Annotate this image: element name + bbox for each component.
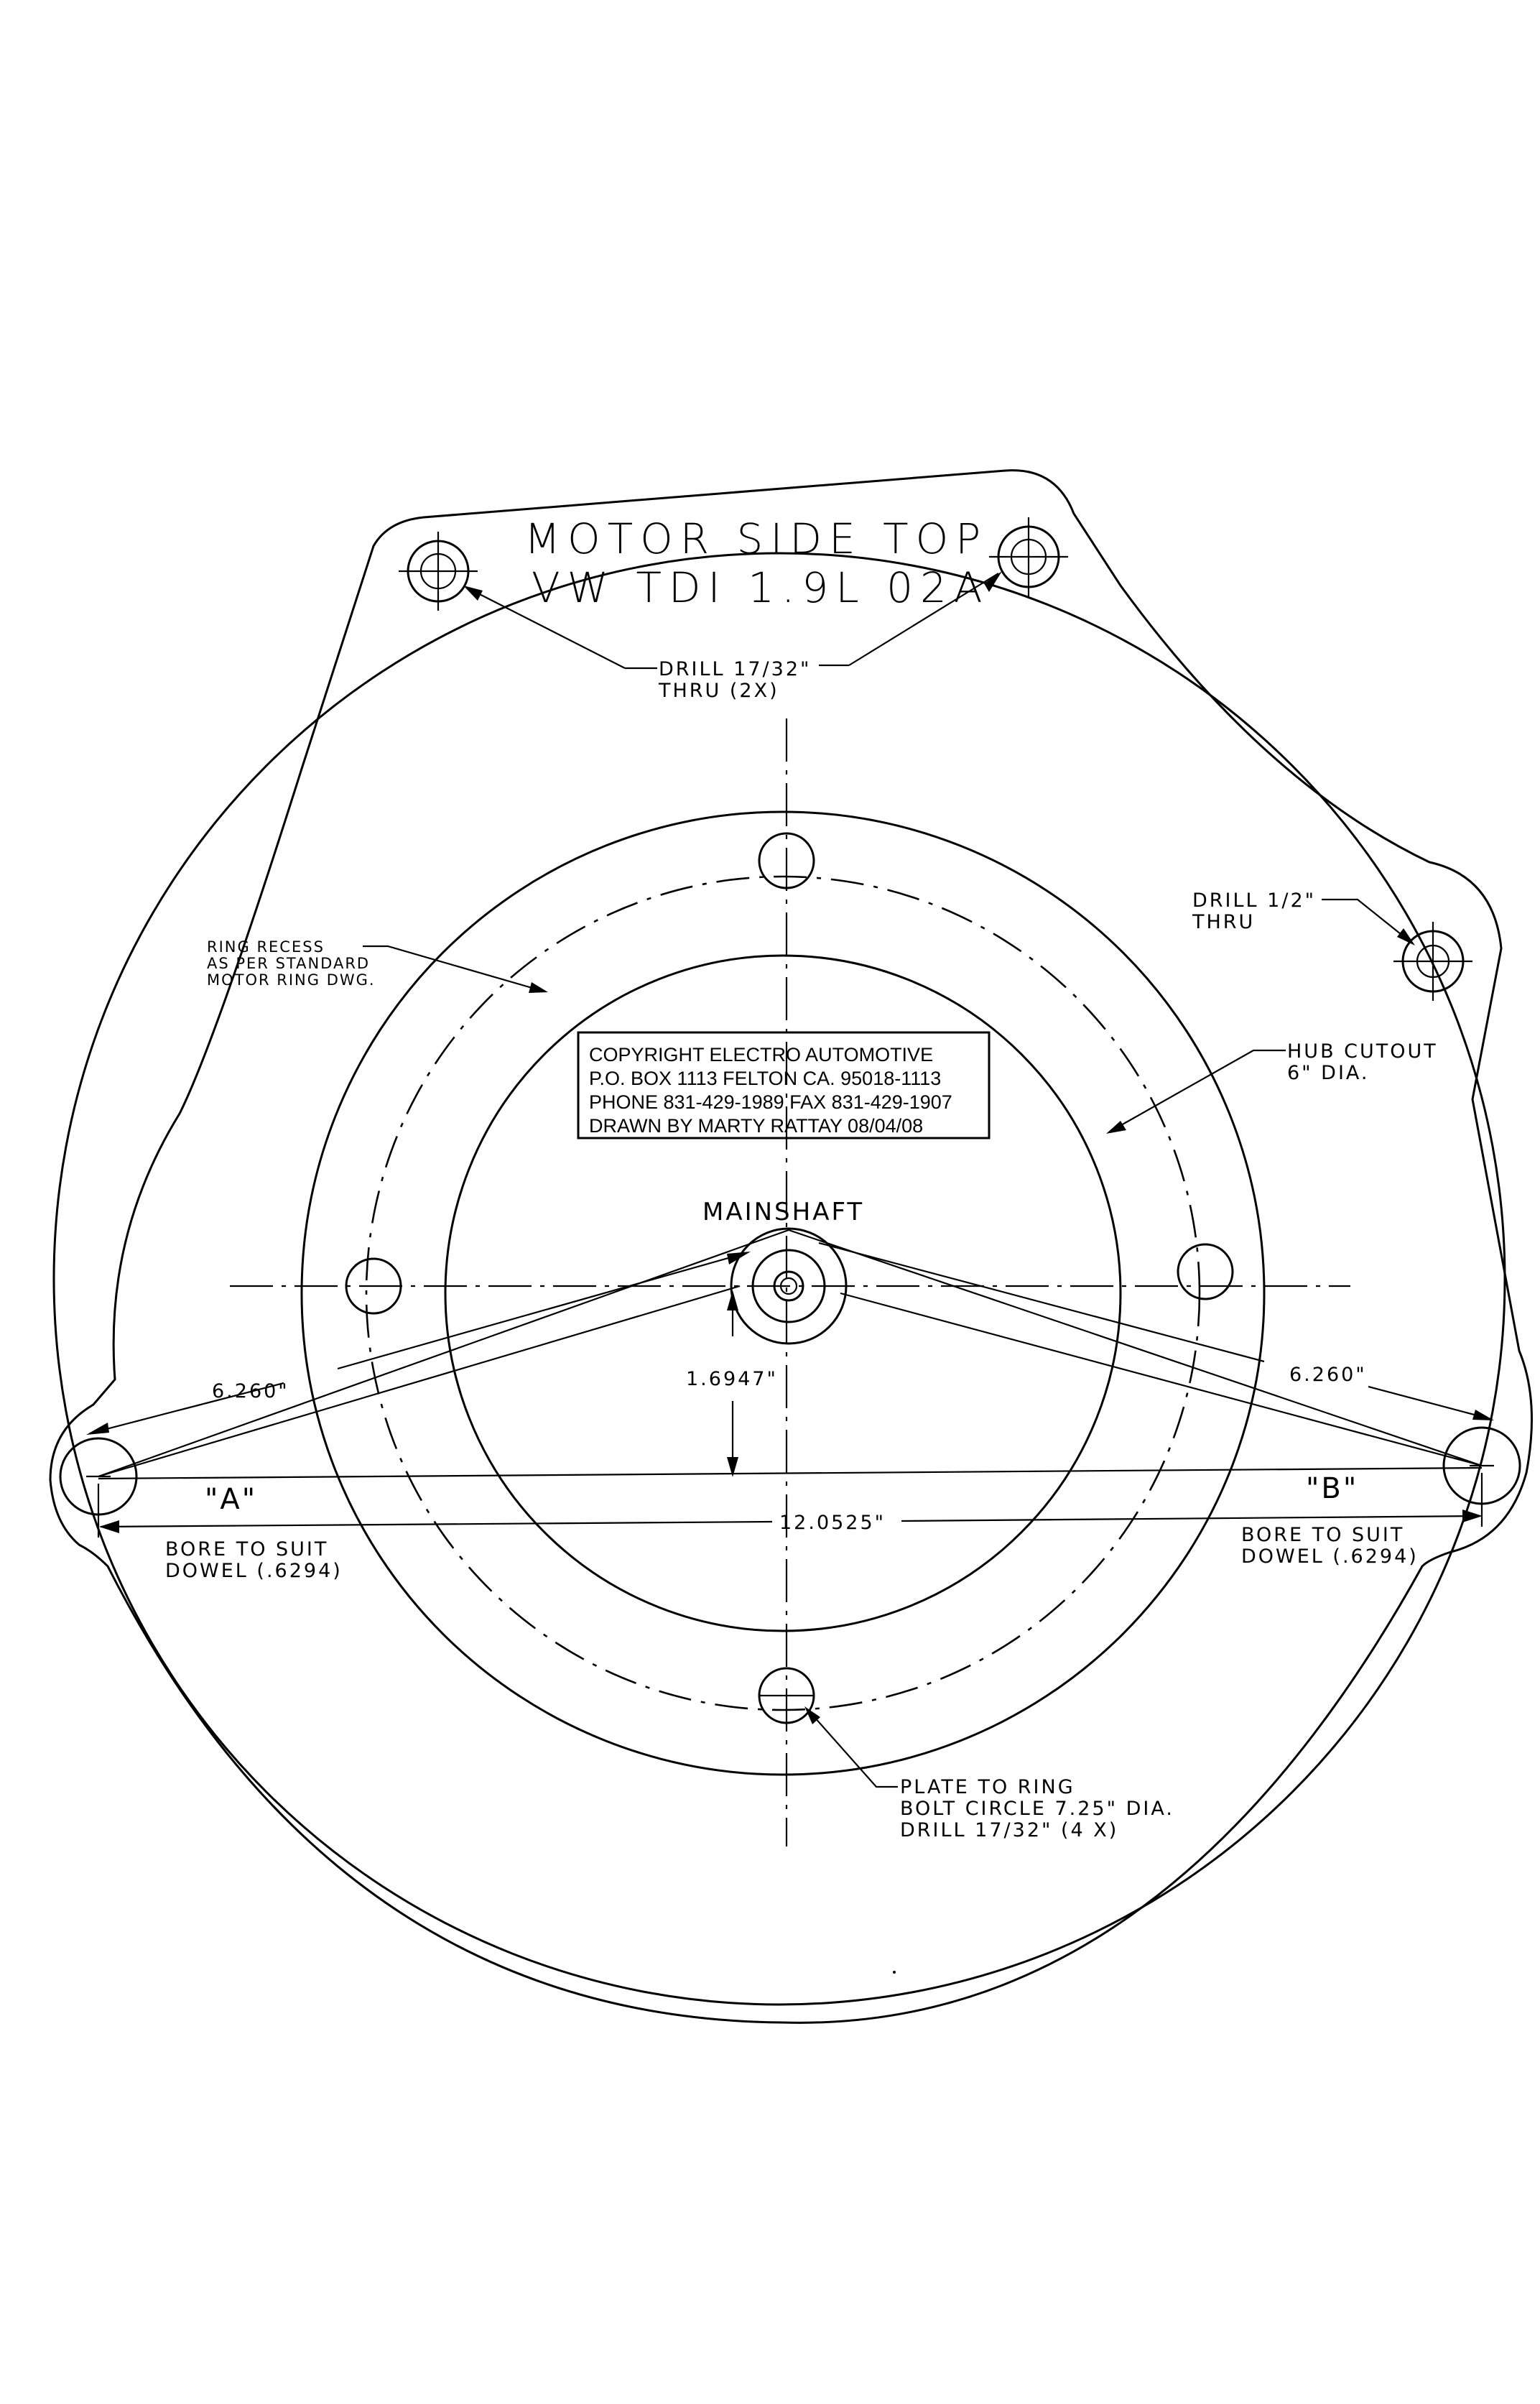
mainshaft — [730, 1227, 848, 1345]
arrowhead — [99, 1520, 119, 1533]
arrowhead — [1106, 1121, 1126, 1134]
arrowhead — [1397, 928, 1415, 946]
dimension-line — [337, 1252, 744, 1370]
dimension-line — [788, 1229, 1483, 1467]
arrowhead — [1462, 1510, 1483, 1522]
bore-right-note-line-2: DOWEL (.6294) — [1241, 1545, 1419, 1568]
arrowhead — [529, 982, 548, 993]
dowel-label-b: "B" — [1306, 1472, 1358, 1505]
bore-right-note-line-1: BORE TO SUIT — [1241, 1524, 1404, 1546]
bolt-hole-right — [1177, 1243, 1234, 1300]
dowel-label-a: "A" — [205, 1483, 257, 1516]
speck — [893, 1971, 896, 1974]
plate-ring-note-line-3: DRILL 17/32" (4 X) — [900, 1819, 1118, 1841]
dimension-line — [901, 1515, 1480, 1522]
ring-recess-outer — [300, 810, 1266, 1776]
copyright-line-1: COPYRIGHT ELECTRO AUTOMOTIVE — [589, 1044, 933, 1065]
bolt-hole-top — [758, 832, 815, 889]
dimension-line — [100, 1520, 773, 1528]
hub-cutout-note-line-1: HUB CUTOUT — [1287, 1040, 1438, 1063]
title-line-1: MOTOR SIDE TOP — [524, 514, 988, 563]
dimension-left-diag: 6.260" — [212, 1380, 289, 1402]
hub-cutout-circle — [444, 954, 1122, 1632]
dimension-line — [1368, 1385, 1491, 1420]
dimension-line — [818, 1242, 1265, 1363]
leader-line — [363, 945, 545, 993]
dowel-baseline — [98, 1466, 1483, 1480]
arrowhead — [727, 1252, 751, 1265]
hub-cutout-note-line-2: 6" DIA. — [1287, 1062, 1370, 1084]
drill-right-note-line-1: DRILL 1/2" — [1192, 889, 1316, 912]
arrowhead — [727, 1290, 738, 1310]
arrowhead — [727, 1457, 738, 1477]
plate-ring-note-line-2: BOLT CIRCLE 7.25" DIA. — [900, 1798, 1174, 1820]
mount-hole-top-left — [399, 532, 478, 611]
bolt-circle — [365, 875, 1201, 1711]
plate-outline — [49, 469, 1533, 2024]
bellhousing-circle — [52, 552, 1506, 2006]
leader-line — [466, 587, 626, 669]
ring-recess-note-line-3: MOTOR RING DWG. — [207, 971, 376, 989]
plate-ring-note-line-1: PLATE TO RING — [900, 1776, 1075, 1798]
mount-hole-right — [1393, 922, 1472, 1001]
bore-left-note-line-2: DOWEL (.6294) — [165, 1560, 343, 1582]
copyright-line-4: DRAWN BY MARTY RATTAY 08/04/08 — [589, 1115, 923, 1137]
title-line-2: VW TDI 1.9L 02A — [532, 563, 990, 612]
ring-recess-note-line-1: RING RECESS — [207, 938, 325, 956]
dimension-vertical: 1.6947" — [686, 1368, 778, 1390]
leader-line — [807, 1709, 898, 1788]
copyright-box — [577, 1031, 991, 1139]
dimension-right-diag: 6.260" — [1289, 1364, 1367, 1386]
dimension-line — [840, 1292, 1483, 1467]
drill-right-note-line-2: THRU — [1192, 911, 1255, 933]
arrowhead — [984, 571, 1002, 592]
bolt-hole-bottom — [758, 1667, 815, 1724]
leader-line — [848, 573, 999, 666]
dimension-line — [98, 1285, 741, 1478]
dimension-line — [89, 1382, 284, 1435]
arrowhead — [86, 1423, 109, 1435]
arrowhead — [804, 1706, 820, 1724]
leader-line — [1109, 1049, 1286, 1132]
mount-hole-top-right — [989, 517, 1068, 596]
copyright-line-2: P.O. BOX 1113 FELTON CA. 95018-1113 — [589, 1068, 941, 1089]
arrowhead — [1472, 1410, 1494, 1420]
dimension-line — [98, 1229, 789, 1478]
ring-recess-note-line-2: AS PER STANDARD — [207, 955, 370, 972]
bore-left-note-line-1: BORE TO SUIT — [165, 1538, 328, 1561]
arrowhead — [463, 586, 483, 601]
leader-line — [1322, 898, 1412, 943]
bolt-hole-left — [345, 1257, 402, 1315]
drill-top-note-line-2: THRU (2X) — [658, 680, 779, 702]
mainshaft-label: MAINSHAFT — [702, 1198, 864, 1226]
dimension-horizontal: 12.0525" — [779, 1512, 886, 1534]
drill-top-note-line-1: DRILL 17/32" — [659, 658, 811, 680]
copyright-line-3: PHONE 831-429-1989 FAX 831-429-1907 — [589, 1091, 952, 1113]
